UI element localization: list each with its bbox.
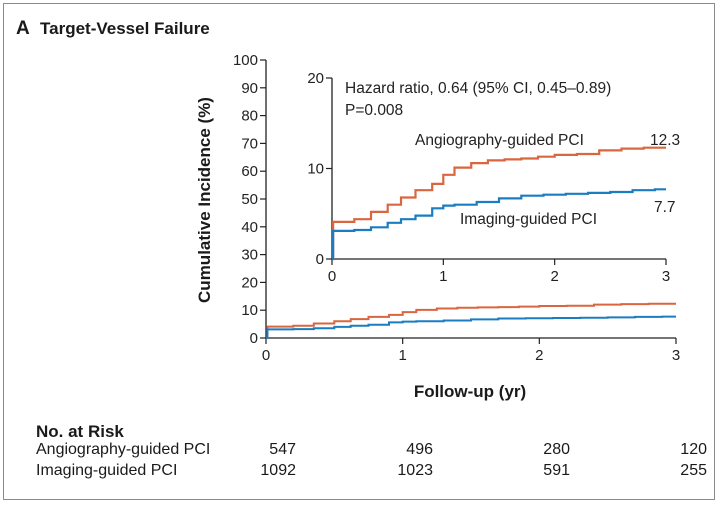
- main-x-tick-label: 0: [262, 347, 270, 364]
- risk-row-label: Imaging-guided PCI: [36, 462, 178, 479]
- risk-value: 1023: [397, 462, 433, 479]
- main-series-line-1: [266, 315, 676, 339]
- main-y-tick-label: 0: [250, 330, 258, 347]
- risk-row-angiography: Angiography-guided PCI 547 496 280 120: [36, 441, 707, 461]
- series-label-angiography: Angiography-guided PCI: [415, 132, 584, 149]
- main-y-tick-label: 50: [241, 191, 258, 208]
- risk-value: 280: [543, 441, 570, 458]
- end-label-angiography: 12.3: [650, 132, 680, 149]
- panel-title: Target-Vessel Failure: [40, 19, 210, 38]
- series-label-imaging: Imaging-guided PCI: [460, 211, 597, 228]
- risk-value: 1092: [260, 462, 296, 479]
- main-x-tick-label: 2: [535, 347, 543, 364]
- main-lines: [266, 302, 676, 339]
- risk-row-imaging: Imaging-guided PCI 1092 1023 591 255: [36, 462, 707, 482]
- inset-y-tick-label: 10: [307, 161, 324, 178]
- main-y-tick-label: 70: [241, 135, 258, 152]
- main-y-tick-label: 90: [241, 80, 258, 97]
- main-y-tick-label: 80: [241, 108, 258, 125]
- risk-value: 120: [680, 441, 707, 458]
- y-axis-label: Cumulative Incidence (%): [195, 97, 214, 303]
- risk-value: 591: [543, 462, 570, 479]
- main-y-tick-label: 30: [241, 247, 258, 264]
- inset-x-tick-label: 2: [550, 268, 558, 285]
- inset-axes: 0 10 20 0 1 2 3: [307, 70, 670, 285]
- inset-x-tick-label: 1: [439, 268, 447, 285]
- inset-y-tick-label: 20: [307, 70, 324, 87]
- inset-series-line-0: [332, 146, 666, 261]
- risk-value: 255: [680, 462, 707, 479]
- figure-frame: [3, 3, 715, 500]
- main-y-tick-label: 20: [241, 274, 258, 291]
- main-y-tick-label: 10: [241, 302, 258, 319]
- main-y-tick-label: 100: [233, 52, 258, 69]
- inset-x-tick-label: 3: [662, 268, 670, 285]
- risk-value: 547: [269, 441, 296, 458]
- main-y-tick-label: 40: [241, 219, 258, 236]
- main-x-tick-label: 3: [672, 347, 680, 364]
- p-value-text: P=0.008: [345, 102, 403, 119]
- inset-lines: [332, 146, 666, 261]
- risk-row-label: Angiography-guided PCI: [36, 441, 211, 458]
- panel-letter: A: [16, 18, 30, 39]
- x-axis-label: Follow-up (yr): [414, 382, 526, 401]
- main-x-tick-label: 1: [398, 347, 406, 364]
- inset-y-tick-label: 0: [316, 251, 324, 268]
- inset-series-line-1: [332, 188, 666, 261]
- end-label-imaging: 7.7: [654, 199, 676, 216]
- hazard-ratio-text: Hazard ratio, 0.64 (95% CI, 0.45–0.89): [345, 80, 611, 97]
- risk-value: 496: [406, 441, 433, 458]
- main-y-tick-label: 60: [241, 163, 258, 180]
- inset-x-tick-label: 0: [328, 268, 336, 285]
- risk-table-title: No. at Risk: [36, 422, 124, 441]
- main-series-line-0: [266, 302, 676, 339]
